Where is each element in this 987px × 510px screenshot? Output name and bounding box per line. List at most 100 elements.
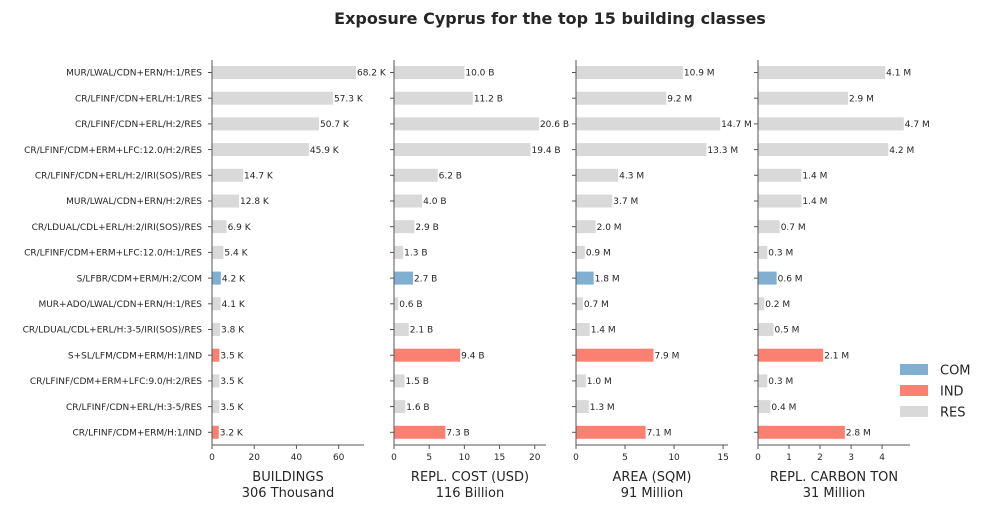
- value-label: 4.3 M: [619, 172, 644, 182]
- value-label: 2.1 B: [410, 326, 433, 336]
- value-label: 14.7 M: [721, 120, 752, 130]
- category-label: S/LFBR/CDM+ERM/H:2/COM: [77, 274, 202, 284]
- bar-1-12: [212, 348, 220, 362]
- bar-2-6: [394, 194, 423, 208]
- bar-3-15: [576, 425, 646, 439]
- value-label: 2.7 B: [414, 274, 437, 284]
- value-label: 4.7 M: [905, 120, 930, 130]
- bar-2-15: [394, 425, 446, 439]
- value-label: 0.6 M: [778, 274, 803, 284]
- bar-3-13: [576, 374, 586, 388]
- bar-2-8: [394, 245, 404, 259]
- bar-1-3: [212, 117, 320, 131]
- value-label: 9.2 M: [667, 94, 692, 104]
- bar-1-6: [212, 194, 240, 208]
- bar-4-5: [758, 168, 802, 182]
- value-label: 1.3 B: [404, 249, 427, 259]
- bar-1-13: [212, 374, 220, 388]
- bar-3-9: [576, 271, 594, 285]
- category-label: MUR+ADO/LWAL/CDN+ERN/H:1/RES: [38, 300, 202, 310]
- bar-2-4: [394, 143, 531, 157]
- bar-2-13: [394, 374, 405, 388]
- bar-2-14: [394, 400, 406, 414]
- value-label: 7.9 M: [654, 351, 679, 361]
- legend-swatch-ind: [900, 385, 928, 396]
- bar-4-1: [758, 66, 886, 79]
- value-label: 57.3 K: [334, 94, 364, 104]
- x-tick-label: 2: [817, 453, 823, 463]
- x-axis-total: 31 Million: [803, 486, 866, 501]
- bar-2-3: [394, 117, 539, 131]
- legend-label-ind: IND: [940, 385, 964, 400]
- x-tick-label: 0: [755, 453, 761, 463]
- bar-1-10: [212, 297, 221, 311]
- x-tick-label: 15: [717, 453, 728, 463]
- bar-4-14: [758, 400, 771, 414]
- x-tick-label: 10: [459, 453, 471, 463]
- value-label: 3.5 K: [220, 351, 244, 361]
- value-label: 2.1 M: [824, 351, 849, 361]
- bar-3-10: [576, 297, 583, 311]
- bar-4-7: [758, 220, 780, 234]
- value-label: 0.3 M: [768, 249, 793, 259]
- bar-3-6: [576, 194, 613, 208]
- bar-4-2: [758, 91, 848, 105]
- value-label: 3.2 K: [220, 429, 244, 439]
- bar-4-10: [758, 297, 765, 311]
- bar-2-2: [394, 91, 473, 105]
- value-label: 14.7 K: [244, 172, 274, 182]
- value-label: 19.4 B: [532, 146, 561, 156]
- x-tick-label: 5: [622, 453, 628, 463]
- x-axis-label: AREA (SQM): [612, 470, 691, 485]
- category-label: CR/LFINF/CDM+ERM+LFC:12.0/H:2/RES: [24, 146, 202, 156]
- x-tick-label: 10: [668, 453, 680, 463]
- category-label: CR/LFINF/CDM+ERM+LFC:12.0/H:1/RES: [24, 249, 202, 259]
- x-tick-label: 40: [291, 453, 303, 463]
- panel-3: 10.9 M 9.2 M 14.7 M 13.3 M 4.3 M 3.7 M 2.0 M 0.…: [572, 60, 752, 501]
- value-label: 20.6 B: [540, 120, 569, 130]
- bar-2-12: [394, 348, 461, 362]
- x-axis-label: REPL. COST (USD): [411, 470, 529, 485]
- value-label: 0.2 M: [765, 300, 790, 310]
- category-label: CR/LFINF/CDN+ERL/H:2/IRI(SOS)/RES: [35, 172, 202, 182]
- bar-3-7: [576, 220, 596, 234]
- bar-1-8: [212, 245, 224, 259]
- value-label: 0.9 M: [586, 249, 611, 259]
- bar-3-2: [576, 91, 667, 105]
- bar-1-11: [212, 323, 221, 336]
- legend-swatch-res: [900, 406, 928, 417]
- bar-4-15: [758, 425, 845, 439]
- bar-3-5: [576, 168, 619, 182]
- value-label: 11.2 B: [474, 94, 503, 104]
- x-tick-label: 3: [848, 453, 854, 463]
- bar-1-14: [212, 400, 220, 414]
- value-label: 2.0 M: [597, 223, 622, 233]
- panel-4: 4.1 M 2.9 M 4.7 M 4.2 M 1.4 M 1.4 M 0.7 M 0.3 M…: [754, 60, 930, 501]
- value-label: 0.4 M: [771, 403, 796, 413]
- x-axis-label: REPL. CARBON TON: [770, 470, 898, 485]
- value-label: 6.9 K: [228, 223, 252, 233]
- value-label: 45.9 K: [310, 146, 340, 156]
- value-label: 4.2 K: [222, 274, 246, 284]
- value-label: 0.7 M: [781, 223, 806, 233]
- value-label: 68.2 K: [357, 69, 387, 79]
- value-label: 10.9 M: [684, 69, 715, 79]
- value-label: 2.8 M: [846, 429, 871, 439]
- bar-1-9: [212, 271, 221, 285]
- bar-2-7: [394, 220, 415, 234]
- category-label: MUR/LWAL/CDN+ERN/H:2/RES: [66, 197, 202, 207]
- bar-3-3: [576, 117, 721, 131]
- category-label: CR/LDUAL/CDL+ERL/H:2/IRI(SOS)/RES: [32, 223, 203, 233]
- x-tick-label: 15: [494, 453, 505, 463]
- bar-1-2: [212, 91, 333, 105]
- value-label: 9.4 B: [461, 351, 484, 361]
- value-label: 2.9 B: [415, 223, 438, 233]
- value-label: 0.6 B: [399, 300, 422, 310]
- value-label: 13.3 M: [707, 146, 738, 156]
- x-tick-label: 5: [426, 453, 432, 463]
- chart-title: Exposure Cyprus for the top 15 building …: [334, 9, 766, 28]
- value-label: 4.1 K: [222, 300, 246, 310]
- value-label: 4.1 M: [886, 69, 911, 79]
- bar-3-8: [576, 245, 585, 259]
- value-label: 12.8 K: [240, 197, 270, 207]
